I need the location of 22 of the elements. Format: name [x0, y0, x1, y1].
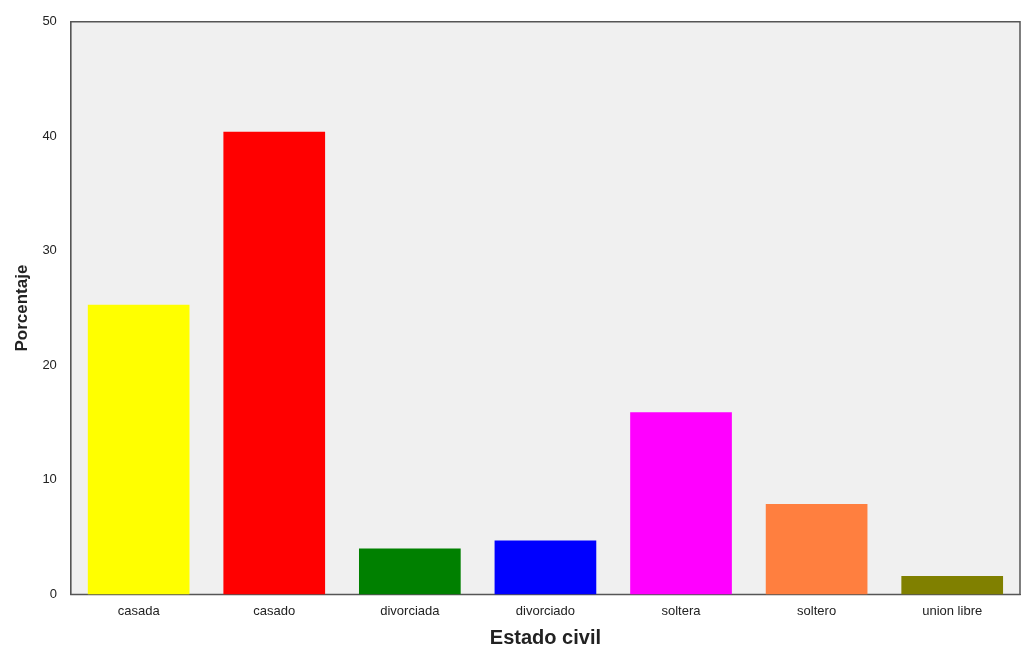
x-tick-label: casada	[117, 602, 161, 618]
y-tick-label: 20	[42, 356, 57, 372]
x-tick-label: casado	[253, 602, 296, 618]
y-axis-title: Porcentaje	[11, 264, 31, 352]
bar	[223, 131, 326, 595]
y-tick-label: 10	[42, 471, 57, 487]
x-tick-label: soltero	[797, 602, 837, 618]
x-tick-label: divorciado	[515, 602, 576, 618]
y-tick-label: 30	[42, 242, 57, 258]
bar	[358, 548, 461, 595]
x-tick-label: divorciada	[380, 602, 441, 618]
bar	[87, 304, 190, 595]
bar	[630, 412, 732, 595]
y-tick-label: 0	[49, 585, 57, 601]
bar	[494, 540, 597, 595]
bar	[765, 503, 868, 595]
y-tick-label: 50	[42, 13, 57, 29]
x-tick-label: union libre	[922, 602, 983, 618]
x-tick-label: soltera	[661, 602, 702, 618]
y-tick-label: 40	[42, 127, 57, 143]
bar	[901, 576, 1004, 595]
x-axis-title: Estado civil	[489, 625, 602, 648]
